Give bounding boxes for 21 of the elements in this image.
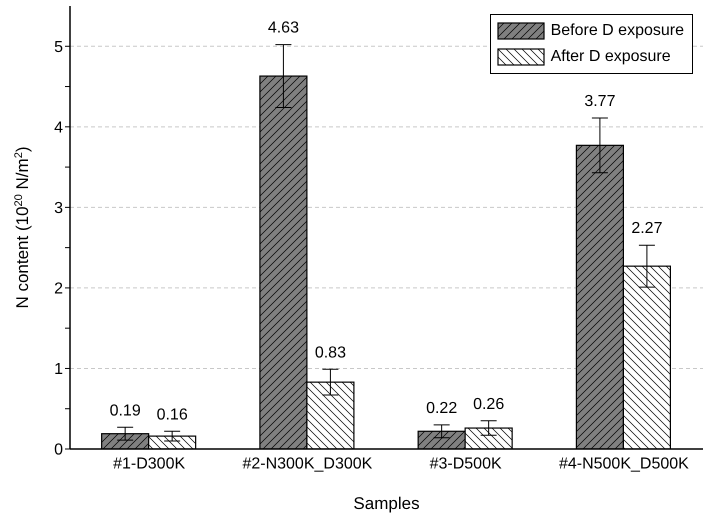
y-tick-label: 0 [54,442,64,459]
x-tick-label: #3-D500K [430,455,502,472]
x-tick-label: #1-D300K [113,455,186,472]
y-tick-label: 3 [54,200,64,218]
data-label: 2.27 [631,220,663,238]
data-label: 0.26 [473,396,504,413]
data-label: 0.16 [156,406,188,424]
x-axis-title: Samples [353,494,420,513]
legend-label: After D exposure [550,48,671,66]
data-label: 0.22 [426,400,458,417]
y-tick-label: 1 [54,361,64,378]
y-tick-label: 2 [54,280,64,298]
y-tick-label: 5 [54,38,64,56]
data-label: 4.63 [268,20,300,37]
legend-label: Before D exposure [550,22,684,40]
data-label: 3.77 [584,92,616,110]
x-tick-label: #4-N500K_D500K [558,455,690,472]
data-label: 0.19 [110,402,141,420]
y-tick-label: 4 [54,120,64,136]
data-label: 0.83 [314,344,346,362]
x-tick-label: #2-N300K_D300K [242,455,373,472]
